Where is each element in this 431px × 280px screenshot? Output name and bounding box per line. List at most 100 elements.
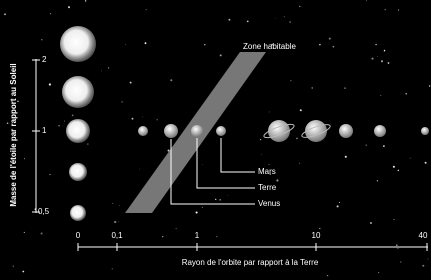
star: [62, 76, 94, 108]
background-star: [202, 207, 203, 208]
planet: [216, 126, 226, 136]
planet-label: Terre: [258, 183, 277, 192]
planet-label: Mars: [258, 167, 276, 176]
background-star: [377, 180, 378, 181]
background-star: [68, 6, 70, 8]
background-star: [132, 118, 134, 120]
star: [70, 205, 86, 221]
background-star: [381, 60, 383, 62]
x-tick-label: 40: [419, 231, 428, 240]
background-star: [139, 169, 140, 170]
background-star: [337, 205, 339, 207]
y-tick-label: 2: [42, 55, 47, 64]
background-star: [290, 80, 291, 81]
background-star: [398, 170, 399, 171]
background-star: [378, 272, 379, 273]
background-star: [370, 222, 372, 224]
background-star: [219, 199, 221, 201]
background-star: [380, 95, 381, 96]
background-star: [276, 179, 278, 181]
background-star: [108, 67, 109, 68]
background-star: [125, 44, 126, 45]
background-star: [228, 19, 230, 21]
background-star: [269, 164, 270, 165]
background-star: [4, 13, 6, 15]
background-star: [146, 9, 147, 10]
x-axis-title: Rayon de l'orbite par rapport à la Terre: [182, 258, 319, 267]
background-star: [299, 6, 300, 7]
background-star: [101, 71, 102, 72]
planet: [164, 124, 178, 138]
background-star: [428, 259, 429, 260]
background-star: [397, 248, 398, 249]
background-star: [365, 144, 366, 145]
background-star: [122, 101, 123, 102]
y-tick-label: 1: [42, 126, 47, 135]
background-star: [112, 268, 113, 269]
background-star: [344, 87, 346, 89]
x-tick-label: 1: [195, 231, 200, 240]
background-star: [215, 199, 216, 200]
background-star: [405, 93, 407, 95]
background-star: [50, 13, 51, 14]
background-star: [377, 56, 378, 57]
background-star: [260, 139, 261, 140]
star: [60, 26, 96, 62]
background-star: [319, 44, 321, 46]
background-star: [383, 145, 385, 147]
background-star: [276, 18, 277, 19]
background-star: [296, 138, 298, 140]
star: [66, 119, 90, 143]
background-star: [202, 164, 203, 165]
y-tick-label: 0,5: [38, 207, 50, 216]
background-star: [366, 0, 367, 1]
x-tick-label: 0,1: [111, 231, 123, 240]
background-star: [393, 166, 395, 168]
background-star: [118, 221, 119, 222]
background-star: [142, 117, 143, 118]
background-star: [64, 121, 65, 122]
background-star: [114, 221, 116, 223]
background-star: [261, 154, 262, 155]
background-star: [410, 158, 411, 159]
background-star: [22, 271, 24, 273]
background-star: [13, 266, 14, 267]
background-star: [220, 54, 222, 56]
background-star: [375, 44, 376, 45]
background-star: [327, 275, 328, 276]
background-star: [299, 163, 300, 164]
background-star: [269, 111, 270, 112]
background-star: [49, 174, 50, 175]
planet: [339, 124, 353, 138]
background-star: [393, 219, 394, 220]
x-tick-label: 10: [312, 231, 321, 240]
background-star: [41, 232, 43, 234]
diagram: Zone habitable 2 1 0,5 Masse de l'étoile…: [0, 0, 431, 280]
background-star: [162, 236, 163, 237]
background-star: [170, 79, 172, 81]
background-star: [130, 82, 132, 84]
planet: [305, 120, 327, 142]
background-star: [388, 62, 390, 64]
background-star: [58, 125, 60, 127]
background-star: [227, 195, 228, 196]
planet: [374, 125, 386, 137]
x-tick-label: 0: [76, 231, 81, 240]
background-star: [87, 144, 88, 145]
background-star: [41, 39, 42, 40]
background-star: [385, 9, 386, 10]
background-star: [72, 115, 74, 117]
zone-label: Zone habitable: [243, 42, 296, 51]
planet: [268, 120, 290, 142]
background-star: [176, 228, 177, 229]
background-star: [284, 16, 285, 17]
planet: [138, 126, 148, 136]
background-star: [204, 44, 206, 46]
background-star: [85, 0, 86, 1]
background-star: [24, 232, 25, 233]
background-star: [333, 46, 335, 48]
planet-label: Venus: [258, 199, 280, 208]
planet: [191, 125, 203, 137]
y-axis-title: Masse de l'étoile par rapport au Soleil: [9, 63, 18, 206]
background-star: [289, 21, 291, 23]
